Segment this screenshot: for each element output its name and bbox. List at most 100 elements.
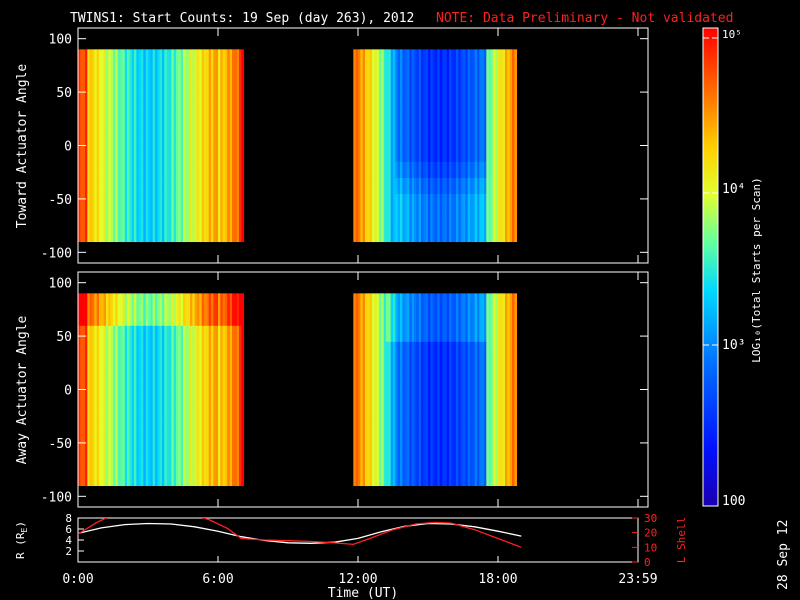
heatmap-cell: [145, 81, 149, 98]
heatmap-cell: [204, 145, 207, 162]
heatmap-cell: [495, 129, 499, 146]
heatmap-cell: [225, 81, 228, 98]
heatmap-cell: [192, 293, 196, 310]
heatmap-cell: [479, 373, 483, 390]
heatmap-cell: [421, 309, 424, 326]
heatmap-cell: [502, 49, 506, 66]
heatmap-cell: [180, 97, 184, 114]
heatmap-cell: [169, 293, 172, 310]
heatmap-cell: [129, 309, 133, 326]
heatmap-cell: [120, 309, 123, 326]
heatmap-cell: [220, 113, 224, 130]
heatmap-cell: [208, 225, 212, 243]
heatmap-cell: [418, 453, 422, 471]
heatmap-cell: [115, 341, 119, 358]
heatmap-cell: [101, 145, 105, 162]
heatmap-cell: [164, 145, 168, 162]
heatmap-cell: [131, 389, 135, 406]
heatmap-cell: [169, 437, 172, 454]
heatmap-cell: [92, 421, 95, 438]
heatmap-cell: [190, 209, 193, 227]
heatmap-cell: [141, 193, 144, 210]
heatmap-cell: [407, 145, 410, 162]
heatmap-cell: [145, 469, 149, 487]
heatmap-cell: [491, 145, 494, 162]
heatmap-cell: [404, 373, 408, 390]
heatmap-cell: [460, 309, 464, 326]
heatmap-cell: [131, 145, 135, 162]
heatmap-cell: [113, 209, 116, 227]
heatmap-cell: [397, 113, 401, 130]
heatmap-cell: [159, 357, 163, 374]
heatmap-cell: [166, 341, 170, 358]
heatmap-cell: [374, 373, 378, 390]
heatmap-cell: [213, 309, 217, 326]
heatmap-cell: [199, 373, 203, 390]
heatmap-cell: [187, 325, 191, 342]
heatmap-cell: [414, 129, 417, 146]
heatmap-cell: [397, 341, 401, 358]
heatmap-cell: [101, 389, 105, 406]
heatmap-cell: [150, 97, 154, 114]
heatmap-cell: [402, 421, 406, 438]
heatmap-cell: [169, 453, 172, 471]
heatmap-cell: [180, 357, 184, 374]
heatmap-cell: [409, 145, 413, 162]
heatmap-cell: [110, 225, 114, 243]
heatmap-cell: [425, 81, 429, 98]
heatmap-cell: [365, 113, 368, 130]
heatmap-cell: [194, 225, 198, 243]
heatmap-cell: [234, 469, 238, 487]
heatmap-cell: [430, 421, 434, 438]
heatmap-cell: [383, 209, 387, 227]
heatmap-cell: [89, 469, 93, 487]
heatmap-cell: [227, 193, 231, 210]
heatmap-cell: [225, 65, 228, 82]
heatmap-cell: [138, 405, 142, 422]
heatmap-cell: [460, 293, 464, 310]
heatmap-cell: [85, 453, 88, 471]
heatmap-cell: [152, 453, 156, 471]
heatmap-cell: [234, 325, 238, 342]
heatmap-cell: [206, 357, 210, 374]
heatmap-cell: [395, 405, 399, 422]
heatmap-cell: [502, 293, 506, 310]
heatmap-cell: [456, 113, 459, 130]
heatmap-cell: [232, 421, 235, 438]
heatmap-cell: [488, 373, 492, 390]
heatmap-cell: [409, 49, 413, 66]
heatmap-cell: [400, 293, 403, 310]
heatmap-cell: [80, 65, 84, 82]
heatmap-cell: [418, 469, 422, 487]
heatmap-cell: [453, 97, 457, 114]
heatmap-cell: [157, 129, 161, 146]
heatmap-cell: [169, 421, 172, 438]
heatmap-cell: [500, 49, 504, 66]
heatmap-cell: [92, 49, 95, 66]
heatmap-cell: [134, 49, 137, 66]
heatmap-cell: [488, 161, 492, 178]
heatmap-cell: [458, 357, 462, 374]
heatmap-cell: [491, 65, 494, 82]
heatmap-cell: [481, 437, 485, 454]
heatmap-cell: [442, 65, 445, 82]
heatmap-cell: [463, 209, 466, 227]
heatmap-cell: [89, 405, 93, 422]
heatmap-cell: [453, 341, 457, 358]
heatmap-cell: [178, 357, 182, 374]
heatmap-cell: [498, 469, 501, 487]
heatmap-cell: [78, 437, 81, 454]
heatmap-cell: [498, 177, 501, 194]
heatmap-cell: [451, 225, 455, 243]
heatmap-cell: [372, 421, 375, 438]
heatmap-cell: [463, 113, 466, 130]
heatmap-cell: [477, 113, 480, 130]
heatmap-cell: [376, 357, 380, 374]
heatmap-cell: [453, 389, 457, 406]
heatmap-cell: [110, 65, 114, 82]
heatmap-cell: [360, 453, 364, 471]
heatmap-cell: [227, 453, 231, 471]
heatmap-cell: [164, 65, 168, 82]
heatmap-cell: [138, 193, 142, 210]
heatmap-cell: [124, 325, 128, 342]
